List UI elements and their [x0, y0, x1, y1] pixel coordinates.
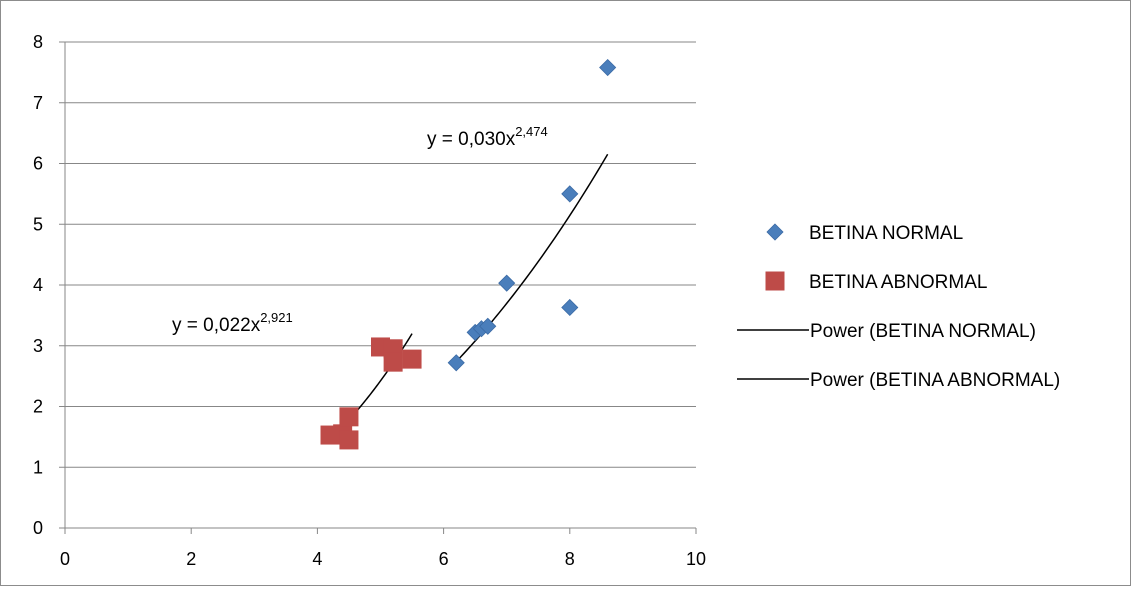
data-point-diamond — [561, 185, 579, 203]
x-tick-label: 8 — [565, 549, 575, 569]
x-tick-label: 4 — [312, 549, 322, 569]
axes: 0 1 2 3 4 5 6 7 8 0 2 4 6 8 10 — [33, 32, 706, 569]
x-tick-label: 2 — [186, 549, 196, 569]
data-point-diamond — [447, 354, 465, 372]
data-point-diamond — [479, 317, 497, 335]
x-tick-label: 0 — [60, 549, 70, 569]
legend-entry-label: BETINA ABNORMAL — [809, 272, 987, 293]
data-point-square — [339, 430, 359, 450]
y-tick-label: 4 — [33, 275, 43, 295]
data-point-diamond — [766, 223, 784, 241]
y-tick-label: 8 — [33, 32, 43, 52]
legend: BETINA NORMAL BETINA ABNORMAL Power (BETIN… — [737, 223, 1060, 391]
data-point-square — [402, 349, 422, 369]
y-tick-label: 2 — [33, 397, 43, 417]
y-tick-label: 3 — [33, 336, 43, 356]
data-point-diamond — [498, 274, 516, 292]
data-point-square — [383, 352, 403, 372]
y-tick-label: 0 — [33, 518, 43, 538]
x-tick-label: 6 — [439, 549, 449, 569]
data-point-diamond — [599, 58, 617, 77]
trendline-equation-label: y = 0,030x2,474 — [427, 124, 548, 150]
data-point-square — [765, 271, 785, 291]
data-point-diamond — [561, 298, 579, 317]
x-tick-label: 10 — [686, 549, 706, 569]
gridlines — [65, 41, 696, 468]
y-tick-label: 1 — [33, 457, 43, 477]
y-tick-label: 5 — [33, 214, 43, 234]
legend-entry-label: Power (BETINA ABNORMAL) — [810, 370, 1060, 391]
y-tick-label: 6 — [33, 154, 43, 174]
data-point-square — [339, 407, 359, 427]
legend-entry-label: BETINA NORMAL — [809, 223, 963, 244]
data-points — [320, 58, 617, 450]
y-tick-label: 7 — [33, 93, 43, 113]
trendline-equations: y = 0,030x2,474 y = 0,022x2,921 — [172, 124, 548, 336]
trendline-equation-label: y = 0,022x2,921 — [172, 310, 293, 336]
legend-entry-label: Power (BETINA NORMAL) — [810, 321, 1036, 342]
